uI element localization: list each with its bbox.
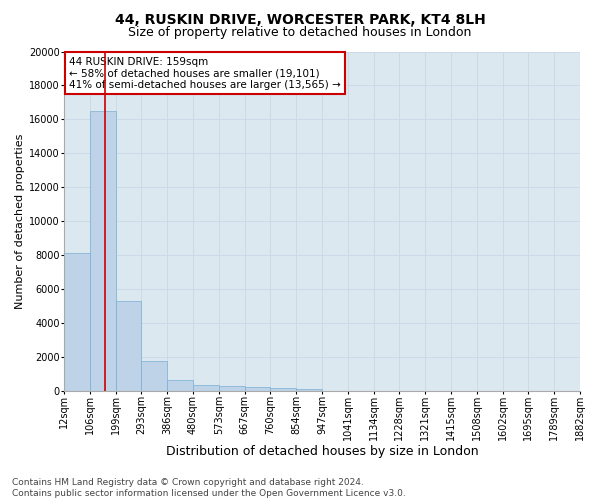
Text: 44 RUSKIN DRIVE: 159sqm
← 58% of detached houses are smaller (19,101)
41% of sem: 44 RUSKIN DRIVE: 159sqm ← 58% of detache… — [69, 56, 341, 90]
Bar — [271, 388, 296, 390]
Text: 44, RUSKIN DRIVE, WORCESTER PARK, KT4 8LH: 44, RUSKIN DRIVE, WORCESTER PARK, KT4 8L… — [115, 12, 485, 26]
Bar — [64, 254, 90, 390]
Bar — [167, 380, 193, 390]
Bar — [296, 388, 322, 390]
Bar — [116, 301, 142, 390]
Bar — [245, 387, 271, 390]
Y-axis label: Number of detached properties: Number of detached properties — [15, 134, 25, 309]
Bar — [90, 111, 116, 390]
Bar — [219, 386, 245, 390]
Bar — [142, 361, 167, 390]
X-axis label: Distribution of detached houses by size in London: Distribution of detached houses by size … — [166, 444, 478, 458]
Text: Size of property relative to detached houses in London: Size of property relative to detached ho… — [128, 26, 472, 39]
Text: Contains HM Land Registry data © Crown copyright and database right 2024.
Contai: Contains HM Land Registry data © Crown c… — [12, 478, 406, 498]
Bar — [193, 384, 219, 390]
